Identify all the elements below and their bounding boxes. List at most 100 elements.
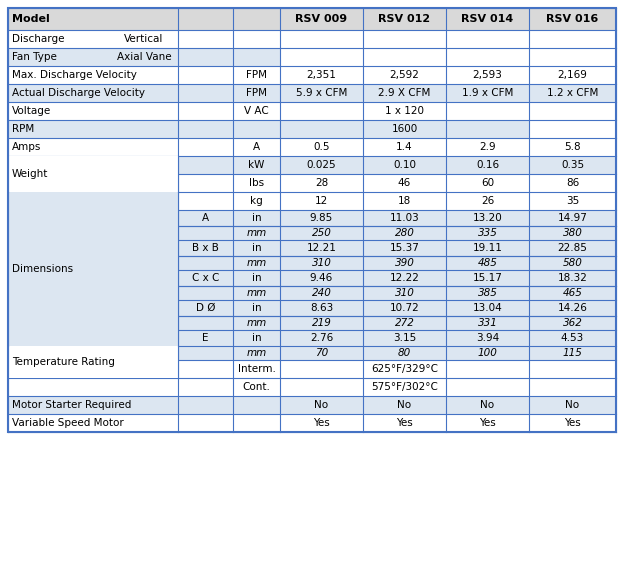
Text: B x B: B x B [192,243,219,253]
Bar [280,330,363,346]
Bar [8,270,178,286]
Bar [178,240,233,256]
Bar [529,316,616,330]
Bar [280,360,529,378]
Text: 385: 385 [478,288,498,298]
Text: 5.8: 5.8 [564,142,581,152]
Text: 1 x 120: 1 x 120 [385,106,424,116]
Bar [8,226,178,240]
Bar [233,378,280,396]
Bar [178,396,233,414]
Text: No: No [565,400,580,410]
Bar [446,84,529,102]
Text: No: No [398,400,411,410]
Text: 35: 35 [566,196,579,206]
Text: 3.94: 3.94 [476,333,499,343]
Text: 115: 115 [563,348,582,358]
Text: Dimensions: Dimensions [12,264,73,274]
Text: RSV 012: RSV 012 [379,14,431,24]
Bar [8,30,280,48]
Text: V AC: V AC [244,106,269,116]
Text: 2,351: 2,351 [307,70,336,80]
Bar [446,192,529,210]
Bar [8,138,178,156]
Bar [280,396,363,414]
Text: 46: 46 [398,178,411,188]
Bar [529,346,616,360]
Bar [178,48,233,66]
Bar [178,346,233,360]
Bar [233,174,280,192]
Text: mm: mm [247,348,267,358]
Bar [280,66,363,84]
Text: 2,593: 2,593 [473,70,503,80]
Text: 3.15: 3.15 [393,333,416,343]
Bar [233,48,280,66]
Text: 14.26: 14.26 [558,303,587,313]
Text: 310: 310 [394,288,414,298]
Bar [280,286,363,300]
Text: 0.10: 0.10 [393,160,416,170]
Bar [446,156,529,174]
Text: Weight: Weight [12,178,48,188]
Text: 2.9 X CFM: 2.9 X CFM [378,88,431,98]
Bar [178,30,233,48]
Bar [178,226,233,240]
Text: 0.5: 0.5 [313,142,330,152]
Bar [8,84,178,102]
Bar [8,360,178,378]
Bar [233,102,280,120]
Bar [233,256,280,270]
Text: 14.97: 14.97 [558,213,587,223]
Bar [280,210,363,226]
Text: RPM: RPM [12,124,34,134]
Bar [363,286,446,300]
Bar [233,330,280,346]
Text: kW: kW [249,160,265,170]
Bar [446,316,529,330]
Text: 5.9 x CFM: 5.9 x CFM [296,88,347,98]
Bar [363,330,446,346]
Text: 60: 60 [481,178,494,188]
Text: 310: 310 [312,258,331,268]
Bar [178,156,233,174]
Bar [446,138,529,156]
Bar [446,240,529,256]
Text: 485: 485 [478,258,498,268]
Text: Motor Starter Required: Motor Starter Required [12,400,131,410]
Text: 0.025: 0.025 [307,160,336,170]
Text: Dimensions: Dimensions [12,213,73,223]
Bar [446,256,529,270]
Text: mm: mm [247,288,267,298]
Bar [233,156,280,174]
Text: 272: 272 [394,318,414,328]
Text: 86: 86 [566,178,579,188]
Bar [529,286,616,300]
Text: 4.53: 4.53 [561,333,584,343]
Bar [363,66,446,84]
Text: 19.11: 19.11 [473,243,503,253]
Text: 2.9: 2.9 [479,142,496,152]
Bar [8,192,178,210]
Text: mm: mm [247,228,267,238]
Text: 335: 335 [478,228,498,238]
Bar [8,48,280,66]
Text: 18: 18 [398,196,411,206]
Text: Actual Discharge Velocity: Actual Discharge Velocity [12,88,145,98]
Text: RSV 014: RSV 014 [461,14,513,24]
Bar [8,240,178,256]
Bar [8,330,178,346]
Bar [280,192,363,210]
Bar [280,270,363,286]
Text: 70: 70 [315,348,328,358]
Text: A: A [202,213,209,223]
Text: No: No [314,400,329,410]
Bar [233,414,280,432]
Text: 100: 100 [478,348,498,358]
Bar [280,8,363,30]
Text: Power Ratings: Power Ratings [12,160,86,170]
Text: 1.2 x CFM: 1.2 x CFM [547,88,598,98]
Bar [233,300,280,316]
Bar [280,138,363,156]
Bar [178,300,233,316]
